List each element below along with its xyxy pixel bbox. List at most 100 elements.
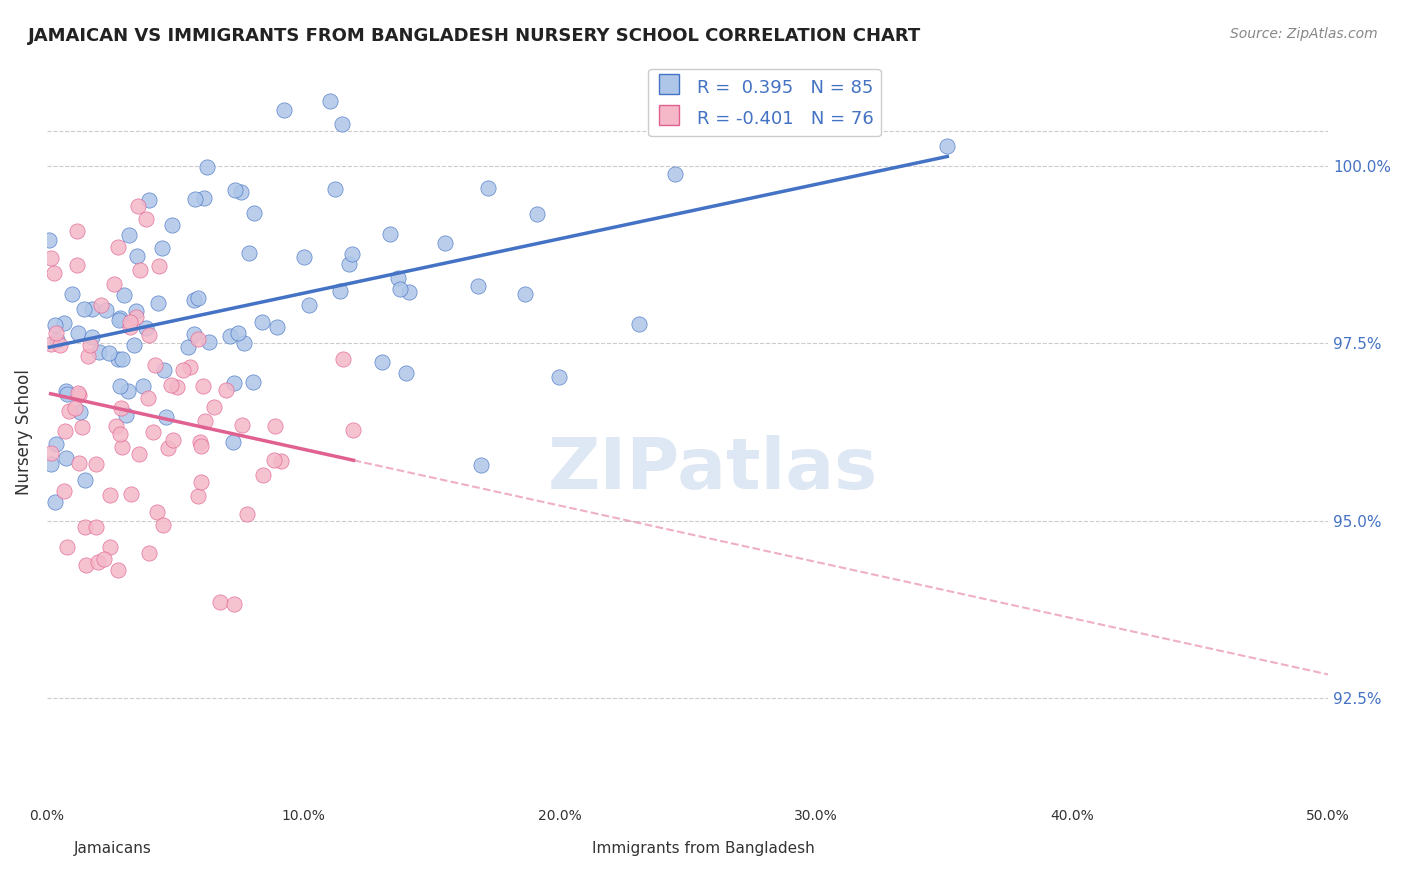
Point [160,378,183,392]
Point [548,370,571,384]
Point [252,315,274,329]
Point [87,555,110,569]
Point [107,240,129,254]
Point [155,410,177,425]
Point [323,182,346,196]
Point [98,488,121,502]
Point [166,380,188,394]
Point [513,287,536,301]
Point [44,318,66,333]
Point [67,385,90,400]
Point [193,379,215,393]
Point [90,297,112,311]
Point [118,227,141,242]
Point [187,489,209,503]
Point [44,495,66,509]
Point [398,285,420,299]
Text: Jamaicans: Jamaicans [73,841,152,856]
Point [112,288,135,302]
Point [266,319,288,334]
Point [136,391,159,405]
Point [135,212,157,227]
Point [177,340,200,354]
Point [183,192,205,206]
Point [45,333,67,347]
Point [273,103,295,118]
Point [298,298,321,312]
Point [329,285,352,299]
Point [127,199,149,213]
Point [110,352,132,367]
Point [388,282,411,296]
Point [73,302,96,317]
Point [120,487,142,501]
Point [183,293,205,307]
Point [39,457,62,471]
Point [108,312,131,326]
Point [103,277,125,292]
Point [84,457,107,471]
Point [143,358,166,372]
Point [63,401,86,415]
Point [263,418,285,433]
Point [188,435,211,450]
Point [56,540,79,554]
Point [340,247,363,261]
Point [231,417,253,432]
Point [222,376,245,391]
Y-axis label: Nursery School: Nursery School [15,369,32,495]
Point [242,375,264,389]
Point [69,405,91,419]
Point [84,520,107,534]
Point [38,234,60,248]
Point [93,551,115,566]
Point [222,434,245,449]
Point [39,446,62,460]
Point [263,452,285,467]
Point [82,302,104,317]
Point [108,427,131,442]
Point [252,467,274,482]
Point [162,433,184,447]
Point [337,257,360,271]
Point [218,329,240,343]
Point [79,337,101,351]
Point [39,252,62,266]
Point [627,317,650,331]
Point [111,440,134,454]
Point [243,205,266,219]
Point [55,384,77,399]
Point [58,404,80,418]
Point [183,327,205,342]
Text: ZIPatlas: ZIPatlas [548,435,879,504]
Point [120,320,142,334]
Point [45,436,67,450]
Point [467,279,489,293]
Point [224,183,246,197]
Point [148,259,170,273]
Point [72,420,94,434]
Point [179,360,201,375]
Point [195,161,218,175]
Point [292,250,315,264]
Point [187,332,209,346]
Point [107,352,129,367]
Point [117,384,139,398]
Point [60,287,83,301]
Point [96,303,118,318]
Point [664,167,686,181]
Point [477,181,499,195]
Point [380,227,402,242]
Point [270,454,292,468]
Point [98,346,121,360]
Point [73,473,96,487]
Point [235,507,257,521]
Point [75,558,97,572]
Point [190,439,212,453]
Point [434,236,457,251]
Point [330,117,353,131]
Point [66,258,89,272]
Point [224,597,246,611]
Point [152,518,174,533]
Point [98,541,121,555]
